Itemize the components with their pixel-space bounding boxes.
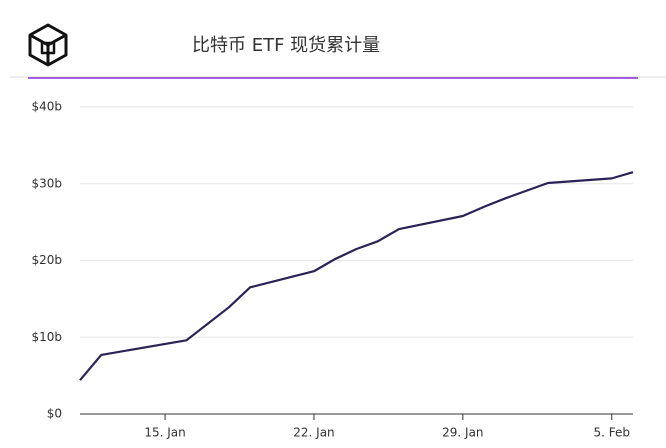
y-tick-label: $10b [31, 330, 62, 344]
y-tick-label: $40b [31, 100, 62, 114]
x-tick-label: 22. Jan [293, 426, 334, 440]
y-tick-label: $30b [31, 176, 62, 190]
x-tick-label: 5. Feb [593, 426, 630, 440]
chart-title: 比特币 ETF 现货累计量 [192, 35, 380, 56]
y-tick-label: $0 [47, 407, 62, 421]
logo [28, 23, 68, 67]
y-tick-label: $20b [31, 253, 62, 267]
x-tick-label: 15. Jan [144, 426, 185, 440]
x-tick-label: 29. Jan [442, 426, 483, 440]
line-series [79, 171, 634, 381]
